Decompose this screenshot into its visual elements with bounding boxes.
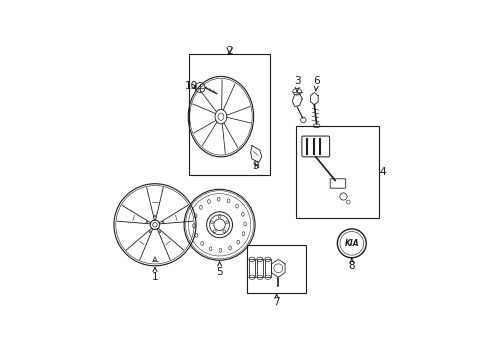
Text: 6: 6 xyxy=(313,76,319,91)
Bar xyxy=(264,259,270,277)
Bar xyxy=(295,126,379,218)
Bar xyxy=(246,245,305,293)
Bar xyxy=(188,54,269,175)
Text: 4: 4 xyxy=(379,167,386,177)
Text: 8: 8 xyxy=(348,258,354,271)
Text: 7: 7 xyxy=(273,294,280,307)
Text: 5: 5 xyxy=(216,261,223,277)
Text: 9: 9 xyxy=(252,161,259,171)
Bar xyxy=(248,259,255,277)
Text: 10: 10 xyxy=(184,81,198,91)
Text: 1: 1 xyxy=(151,267,158,282)
Text: 2: 2 xyxy=(226,46,232,56)
Bar xyxy=(256,259,262,277)
Text: 3: 3 xyxy=(293,76,300,91)
Text: KIA: KIA xyxy=(344,239,358,248)
